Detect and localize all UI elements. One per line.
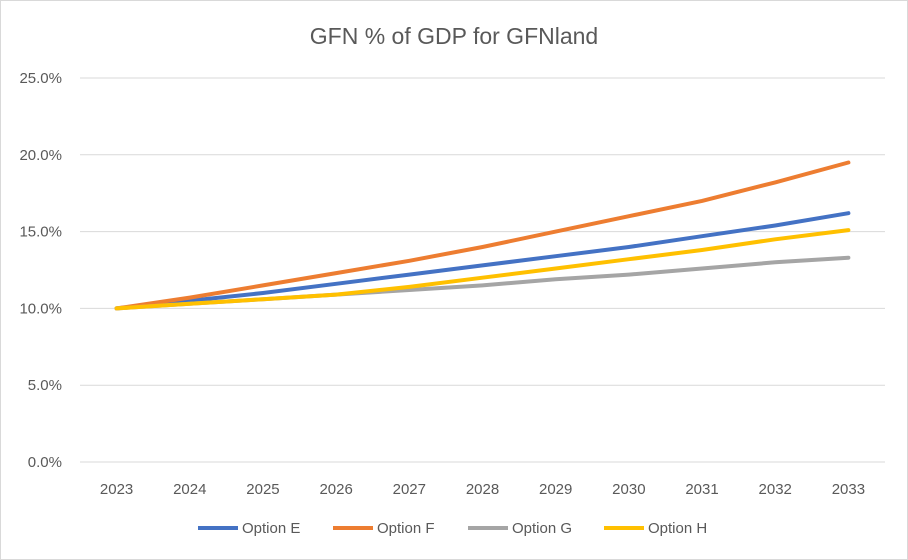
legend-label: Option H xyxy=(648,520,707,537)
x-tick-label: 2027 xyxy=(393,481,426,498)
x-tick-label: 2033 xyxy=(832,481,865,498)
x-tick-label: 2031 xyxy=(685,481,718,498)
legend-item: Option H xyxy=(604,520,707,537)
y-tick-label: 20.0% xyxy=(19,147,62,164)
y-tick-label: 10.0% xyxy=(19,300,62,317)
y-tick-label: 25.0% xyxy=(19,70,62,87)
legend-label: Option G xyxy=(512,520,572,537)
x-tick-label: 2030 xyxy=(612,481,645,498)
x-tick-label: 2032 xyxy=(759,481,792,498)
x-tick-label: 2028 xyxy=(466,481,499,498)
y-tick-label: 0.0% xyxy=(28,454,62,471)
x-tick-label: 2029 xyxy=(539,481,572,498)
y-tick-label: 5.0% xyxy=(28,377,62,394)
legend-item: Option F xyxy=(333,520,435,537)
chart-title: GFN % of GDP for GFNland xyxy=(310,23,598,49)
y-tick-label: 15.0% xyxy=(19,224,62,241)
series-lines xyxy=(114,160,851,311)
x-tick-label: 2025 xyxy=(246,481,279,498)
x-tick-label: 2024 xyxy=(173,481,206,498)
series-line-option-f xyxy=(114,160,851,311)
gridlines xyxy=(80,77,885,463)
x-tick-label: 2023 xyxy=(100,481,133,498)
legend: Option E Option F Option G Option H xyxy=(198,520,707,537)
legend-item: Option E xyxy=(198,520,300,537)
legend-item: Option G xyxy=(468,520,572,537)
series-line-option-e xyxy=(114,211,851,311)
legend-label: Option F xyxy=(377,520,435,537)
x-tick-label: 2026 xyxy=(319,481,352,498)
y-axis-ticks: 0.0% 5.0% 10.0% 15.0% 20.0% 25.0% xyxy=(19,70,62,471)
series-line-option-h xyxy=(114,228,851,311)
x-axis-ticks: 2023 2024 2025 2026 2027 2028 2029 2030 2031 2032… xyxy=(100,481,865,498)
legend-label: Option E xyxy=(242,520,300,537)
